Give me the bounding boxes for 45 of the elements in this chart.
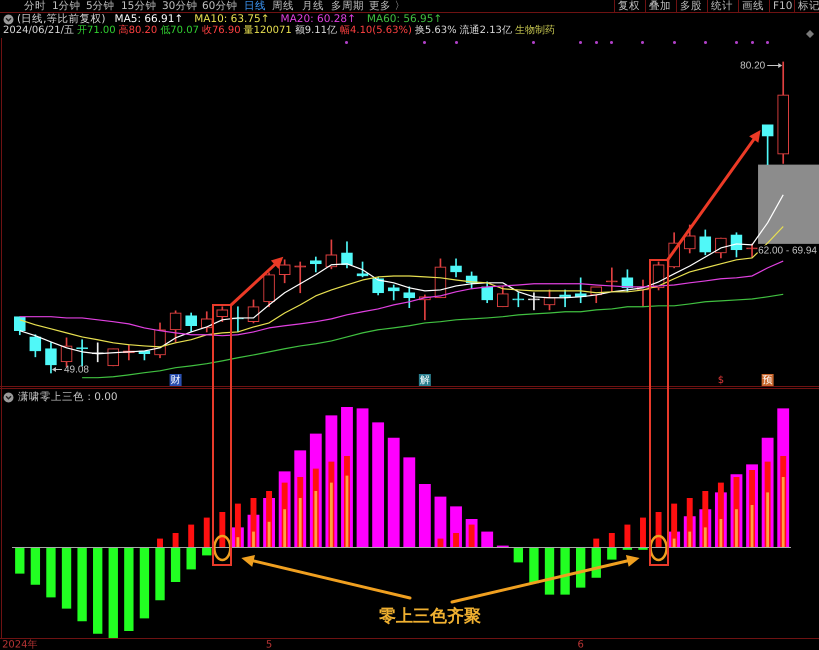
text: 解 bbox=[420, 375, 430, 386]
text: 更多 〉 bbox=[369, 0, 406, 12]
text: F10 bbox=[769, 0, 792, 12]
text: 60分钟 bbox=[202, 0, 238, 12]
text: 低70.07 bbox=[160, 25, 199, 37]
chart-title: (日线,等比前复权) bbox=[17, 13, 106, 25]
text: 生物制药 bbox=[514, 25, 555, 37]
text: 月线 bbox=[302, 0, 324, 12]
annotation: 零上三色齐聚 bbox=[378, 606, 481, 626]
text: MA20: 60.28↑ bbox=[280, 13, 356, 25]
text: 财 bbox=[170, 374, 181, 386]
x-tick-label: 6 bbox=[577, 640, 584, 650]
text: 日线 bbox=[244, 0, 266, 12]
text: 多股 bbox=[676, 0, 702, 12]
text: MA10: 63.75↑ bbox=[194, 13, 270, 25]
text: 额9.11亿 bbox=[294, 25, 338, 37]
text: 画线 bbox=[738, 0, 764, 12]
text: 换5.63% bbox=[414, 25, 457, 37]
text: 15分钟 bbox=[121, 0, 156, 12]
annotation: 62.00 - 69.94 bbox=[758, 246, 818, 257]
text: 分时 bbox=[24, 0, 46, 12]
text: 预 bbox=[762, 375, 773, 386]
text: 量120071 bbox=[244, 25, 292, 37]
text: 2024/06/21/五 bbox=[3, 25, 74, 37]
text: 30分钟 bbox=[162, 0, 198, 12]
text: 收76.90 bbox=[202, 25, 241, 37]
text: MA5: 66.91↑ bbox=[114, 13, 184, 25]
text: MA60: 56.95↑ bbox=[366, 13, 442, 25]
text: $ bbox=[718, 375, 724, 386]
annotation: 49.08 bbox=[64, 364, 90, 376]
x-tick-label: 5 bbox=[266, 640, 272, 650]
text: 流通2.13亿 bbox=[460, 25, 512, 37]
text: 统计 bbox=[707, 0, 733, 12]
text: 幅4.10(5.63%) bbox=[340, 25, 412, 37]
text: 开71.00 bbox=[77, 25, 116, 37]
text: 周线 bbox=[272, 0, 294, 12]
x-tick-label: 2024年 bbox=[2, 638, 38, 650]
annotation: 80.20 bbox=[740, 60, 766, 72]
text: 复权 bbox=[614, 0, 640, 12]
text: 1分钟 bbox=[52, 0, 81, 12]
chart-title: 潇啸零上三色 : 0.00 bbox=[18, 391, 118, 404]
text: 叠加 bbox=[645, 0, 671, 12]
text: 多周期 bbox=[331, 0, 364, 12]
text: 5分钟 bbox=[86, 0, 115, 12]
text: 高80.20 bbox=[118, 25, 158, 37]
